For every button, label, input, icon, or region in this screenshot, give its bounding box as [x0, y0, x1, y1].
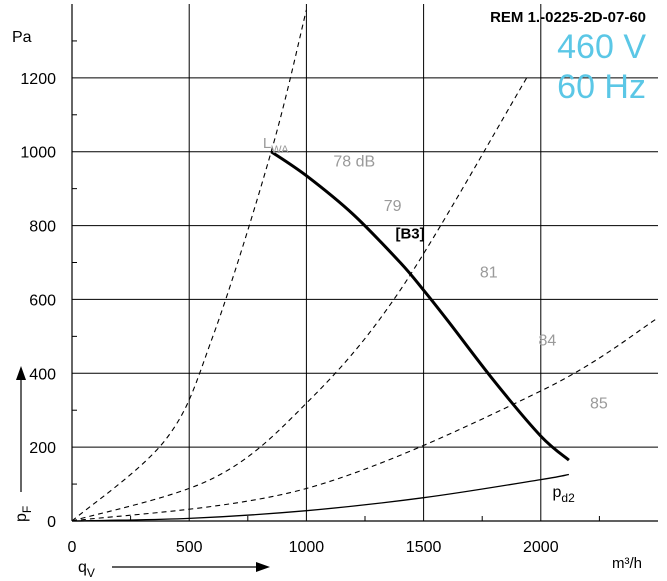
x-tick-label: 0 — [68, 539, 77, 556]
voltage-label: 460 V — [557, 28, 646, 66]
x-tick-label: 1500 — [406, 539, 442, 556]
x-unit-label: m³/h — [612, 555, 642, 572]
x-tick-label: 1000 — [289, 539, 325, 556]
noise-annotation: 81 — [480, 264, 498, 281]
grid: 0 500 1000 1500 2000 0 200 400 600 800 1000 1200 — [20, 4, 658, 556]
y-tick-label: 1200 — [20, 71, 56, 88]
system-curves — [72, 9, 658, 521]
system-curve — [72, 9, 307, 521]
dynamic-pressure-curve — [71, 473, 570, 522]
noise-annotation: 79 — [384, 198, 402, 215]
frequency-label: 60 Hz — [557, 68, 646, 106]
x-tick-label: 2000 — [523, 539, 559, 556]
series-label-b3: [B3] — [395, 225, 424, 242]
chart-title: REM 1.-0225-2D-07-60 — [490, 9, 646, 26]
performance-series — [71, 150, 570, 522]
x-axis-title: qV — [78, 559, 95, 580]
y-tick-label: 800 — [29, 219, 56, 236]
noise-annotation: 84 — [538, 333, 556, 350]
operating-curve-b3 — [270, 150, 570, 462]
y-tick-label: 1000 — [20, 145, 56, 162]
y-axis-title: pF — [13, 506, 34, 522]
noise-annotation: 78 dB — [333, 153, 375, 170]
noise-annotation: 85 — [590, 395, 608, 412]
system-curve — [72, 77, 528, 521]
y-axis-arrowhead — [16, 366, 26, 380]
y-tick-label: 0 — [47, 514, 56, 531]
x-tick-label: 500 — [176, 539, 203, 556]
y-tick-label: 600 — [29, 292, 56, 309]
y-tick-label: 200 — [29, 440, 56, 457]
x-axis-arrowhead — [256, 562, 270, 572]
lwa-label: LWA — [263, 135, 289, 156]
y-tick-label: 400 — [29, 366, 56, 383]
system-curve — [72, 317, 658, 521]
y-unit-label: Pa — [12, 29, 32, 46]
series-label-pd2: pd2 — [553, 484, 576, 505]
